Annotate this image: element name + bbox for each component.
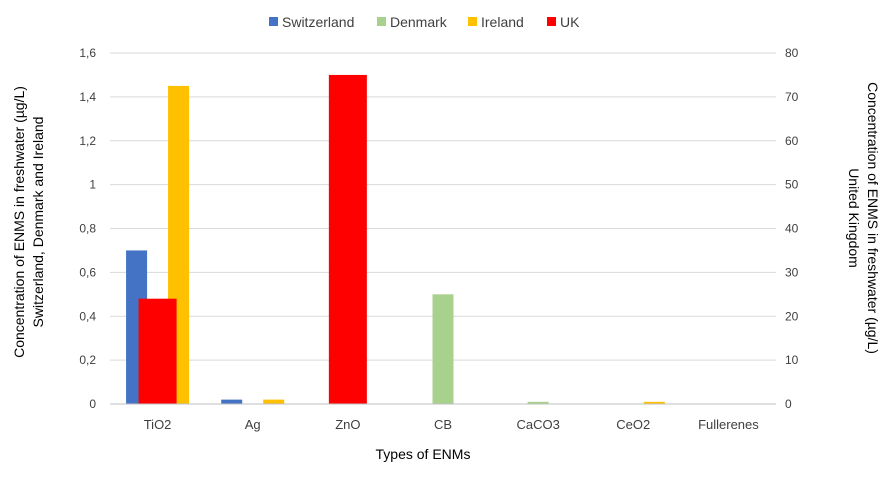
legend-label: Switzerland xyxy=(282,14,354,30)
x-axis-title: Types of ENMs xyxy=(376,446,471,462)
gridlines xyxy=(110,52,776,361)
left-y-tick-label: 0,2 xyxy=(79,353,96,367)
right-y-tick-label: 20 xyxy=(785,309,799,323)
x-tick-label: Ag xyxy=(245,417,261,432)
legend-label: UK xyxy=(560,14,580,30)
left-axis-title-line1: Concentration of ENMS in freshwater (µg/… xyxy=(11,86,27,358)
right-y-tick-label: 80 xyxy=(785,46,799,60)
right-y-tick-label: 60 xyxy=(785,134,799,148)
left-y-tick-label: 1,4 xyxy=(79,90,96,104)
x-tick-label: TiO2 xyxy=(144,417,172,432)
legend-swatch xyxy=(377,17,386,26)
left-y-tick-label: 0,4 xyxy=(79,309,96,323)
bar-denmark-caco3 xyxy=(527,401,549,404)
x-tick-label: CaCO3 xyxy=(516,417,559,432)
left-y-tick-label: 0,6 xyxy=(79,265,96,279)
legend-label: Ireland xyxy=(481,14,524,30)
bar-ireland-ag xyxy=(263,399,285,404)
legend: Switzerland Denmark Ireland UK xyxy=(269,14,580,30)
x-tick-label: ZnO xyxy=(335,417,360,432)
legend-swatch xyxy=(269,17,278,26)
left-y-tick-label: 0,8 xyxy=(79,222,96,236)
right-y-tick-label: 30 xyxy=(785,265,799,279)
x-tick-label: CeO2 xyxy=(616,417,650,432)
right-y-tick-label: 70 xyxy=(785,90,799,104)
right-y-tick-label: 50 xyxy=(785,178,799,192)
bar-denmark-cb xyxy=(432,294,454,404)
bar-switzerland-ag xyxy=(221,399,243,404)
bars xyxy=(126,74,665,404)
legend-swatch xyxy=(468,17,477,26)
right-y-tick-label: 0 xyxy=(785,397,792,411)
left-y-tick-label: 0 xyxy=(89,397,96,411)
right-y-tick-label: 10 xyxy=(785,353,799,367)
right-y-tick-label: 40 xyxy=(785,222,799,236)
left-y-tick-label: 1,2 xyxy=(79,134,96,148)
x-tick-label: CB xyxy=(434,417,452,432)
legend-label: Denmark xyxy=(390,14,448,30)
bar-uk-tio2 xyxy=(138,298,177,404)
left-y-tick-label: 1,6 xyxy=(79,46,96,60)
left-axis-title: Concentration of ENMS in freshwater (µg/… xyxy=(11,86,46,358)
left-y-tick-label: 1 xyxy=(89,178,96,192)
left-axis-title-line2: Switzerland, Denmark and Ireland xyxy=(30,117,46,328)
bar-uk-zno xyxy=(328,74,367,404)
right-axis-title-line2: United Kingdom xyxy=(846,168,862,268)
legend-swatch xyxy=(547,17,556,26)
bar-ireland-ceo2 xyxy=(643,401,665,404)
axes: 0 0,2 0,4 0,6 0,8 1 1,2 1,4 1,6 0 10 20 30 40 50 60 70 80… xyxy=(79,46,798,432)
right-axis-title: Concentration of ENMS in freshwater (µg/… xyxy=(846,82,881,354)
right-axis-title-line1: Concentration of ENMS in freshwater (µg/… xyxy=(865,82,881,354)
x-tick-label: Fullerenes xyxy=(698,417,759,432)
